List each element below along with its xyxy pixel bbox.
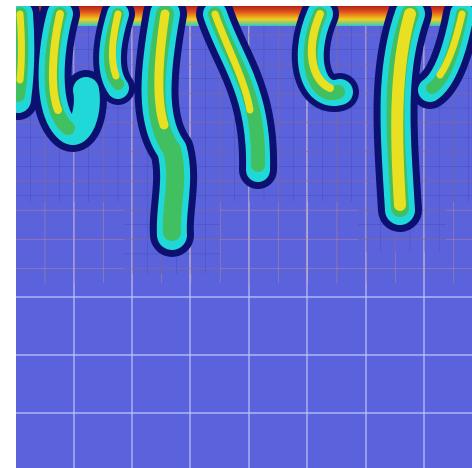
simulation-image [0,0,472,468]
page [0,0,472,468]
image-area [16,4,472,468]
